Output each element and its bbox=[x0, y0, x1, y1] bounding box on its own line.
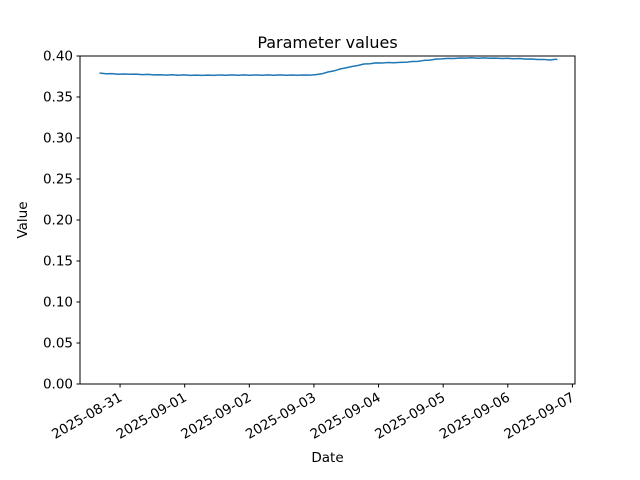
y-tick-label: 0.25 bbox=[43, 172, 73, 188]
x-tick-label: 2025-09-03 bbox=[243, 390, 319, 443]
x-tick-label: 2025-09-05 bbox=[372, 390, 448, 443]
x-tick-label: 2025-09-01 bbox=[114, 390, 190, 443]
data-line-parameter-value bbox=[99, 56, 558, 77]
x-tick-label: 2025-09-06 bbox=[437, 390, 513, 443]
chart-title: Parameter values bbox=[257, 33, 398, 52]
axes-spines bbox=[79, 55, 576, 385]
x-tick-label: 2025-09-04 bbox=[308, 390, 384, 443]
y-tick-label: 0.40 bbox=[43, 49, 73, 65]
y-tick-label: 0.35 bbox=[43, 90, 73, 106]
y-tick-label: 0.30 bbox=[43, 131, 73, 147]
y-tick-label: 0.00 bbox=[43, 377, 73, 393]
x-tick-label: 2025-09-07 bbox=[501, 390, 577, 443]
y-tick-label: 0.15 bbox=[43, 254, 73, 270]
y-tick-label: 0.05 bbox=[43, 336, 73, 352]
y-tick-label: 0.10 bbox=[43, 295, 73, 311]
y-tick-label: 0.20 bbox=[43, 213, 73, 229]
x-axis-label: Date bbox=[311, 450, 344, 466]
x-tick-label: 2025-09-02 bbox=[178, 390, 254, 443]
x-tick-label: 2025-08-31 bbox=[49, 390, 125, 443]
y-axis-label: Value bbox=[15, 201, 31, 239]
